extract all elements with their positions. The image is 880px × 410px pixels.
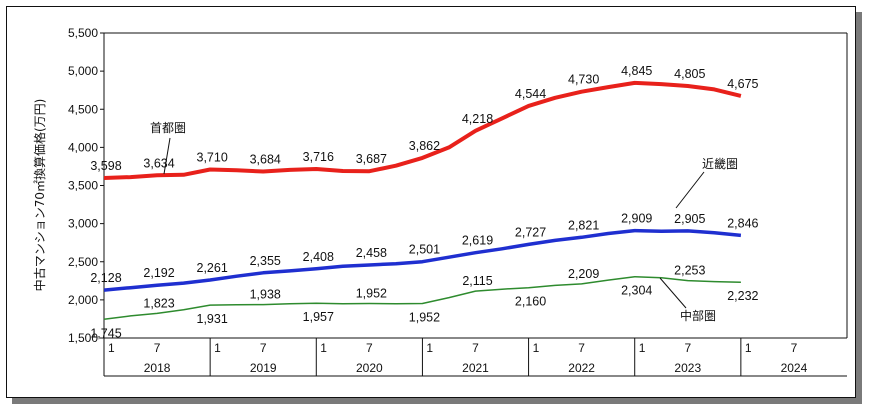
data-label: 1,952 — [356, 287, 387, 301]
data-label: 1,957 — [303, 310, 334, 324]
series-name-pointer — [675, 171, 705, 209]
data-label: 2,905 — [674, 212, 705, 226]
data-label: 2,355 — [250, 254, 281, 268]
data-label: 2,192 — [143, 266, 174, 280]
y-tick-label: 2,000 — [68, 293, 98, 307]
data-label: 2,458 — [356, 246, 387, 260]
data-label: 4,675 — [727, 77, 758, 91]
data-label: 2,160 — [515, 295, 546, 309]
data-label: 4,218 — [462, 112, 493, 126]
data-label: 3,687 — [356, 152, 387, 166]
y-tick-label: 3,500 — [68, 179, 98, 193]
x-month-tick-label: 1 — [745, 341, 752, 355]
data-label: 3,598 — [90, 159, 121, 173]
series-name-label: 中部圏 — [680, 308, 716, 323]
data-label: 3,716 — [303, 150, 334, 164]
data-label: 1,823 — [143, 296, 174, 310]
x-month-tick-label: 1 — [533, 341, 540, 355]
y-tick-label: 1,500 — [68, 331, 98, 345]
y-tick-label: 3,000 — [68, 217, 98, 231]
data-label: 2,821 — [568, 218, 599, 232]
data-label: 2,128 — [90, 271, 121, 285]
data-label: 4,845 — [621, 64, 652, 78]
data-label: 3,710 — [197, 150, 228, 164]
data-label: 3,862 — [409, 139, 440, 153]
data-label: 2,909 — [621, 212, 652, 226]
x-year-label: 2022 — [568, 361, 595, 375]
data-label: 4,730 — [568, 73, 599, 87]
data-label: 1,745 — [90, 326, 121, 340]
y-tick-label: 5,500 — [68, 26, 98, 40]
x-month-tick-label: 7 — [154, 341, 161, 355]
data-label: 4,805 — [674, 67, 705, 81]
series-line — [103, 228, 742, 292]
x-month-tick-label: 1 — [426, 341, 433, 355]
y-tick-label: 4,500 — [68, 102, 98, 116]
x-month-tick-label: 1 — [639, 341, 646, 355]
x-month-tick-label: 7 — [578, 341, 585, 355]
x-month-tick-label: 7 — [684, 341, 691, 355]
data-label: 1,952 — [409, 311, 440, 325]
x-year-label: 2018 — [144, 361, 171, 375]
series-name-pointer — [659, 277, 687, 309]
data-label: 2,304 — [621, 284, 652, 298]
x-month-tick-label: 1 — [108, 341, 115, 355]
x-year-label: 2020 — [356, 361, 383, 375]
x-year-label: 2019 — [250, 361, 277, 375]
x-month-tick-label: 1 — [320, 341, 327, 355]
series-name-label: 近畿圏 — [702, 157, 738, 171]
data-label: 4,544 — [515, 87, 546, 101]
data-label: 2,232 — [727, 289, 758, 303]
x-month-tick-label: 7 — [366, 341, 373, 355]
y-tick-label: 2,500 — [68, 255, 98, 269]
data-label: 2,261 — [197, 261, 228, 275]
x-year-label: 2023 — [674, 361, 701, 375]
data-label: 2,619 — [462, 234, 493, 248]
data-label: 1,931 — [197, 312, 228, 326]
x-month-tick-label: 7 — [791, 341, 798, 355]
data-label: 2,209 — [568, 267, 599, 281]
data-label: 2,253 — [674, 264, 705, 278]
x-month-tick-label: 7 — [472, 341, 479, 355]
data-label: 2,115 — [462, 274, 492, 288]
series-line — [103, 275, 741, 321]
y-axis-label: 中古マンション70㎡換算価格(万円) — [32, 99, 47, 292]
data-label: 3,634 — [143, 156, 174, 170]
x-month-tick-label: 7 — [260, 341, 267, 355]
data-label: 2,727 — [515, 225, 546, 239]
x-year-label: 2024 — [781, 361, 808, 375]
data-label: 2,408 — [303, 250, 334, 264]
chart-frame — [6, 6, 856, 398]
series-name-label: 首都圏 — [150, 121, 186, 135]
x-month-tick-label: 1 — [214, 341, 221, 355]
data-label: 2,846 — [727, 216, 758, 230]
x-year-label: 2021 — [462, 361, 489, 375]
data-label: 2,501 — [409, 243, 440, 257]
data-label: 3,684 — [250, 152, 281, 166]
y-tick-label: 4,000 — [68, 140, 98, 154]
y-tick-label: 5,000 — [68, 64, 98, 78]
series-line — [103, 80, 742, 180]
data-label: 1,938 — [250, 288, 281, 302]
series-name-pointer — [163, 137, 171, 175]
